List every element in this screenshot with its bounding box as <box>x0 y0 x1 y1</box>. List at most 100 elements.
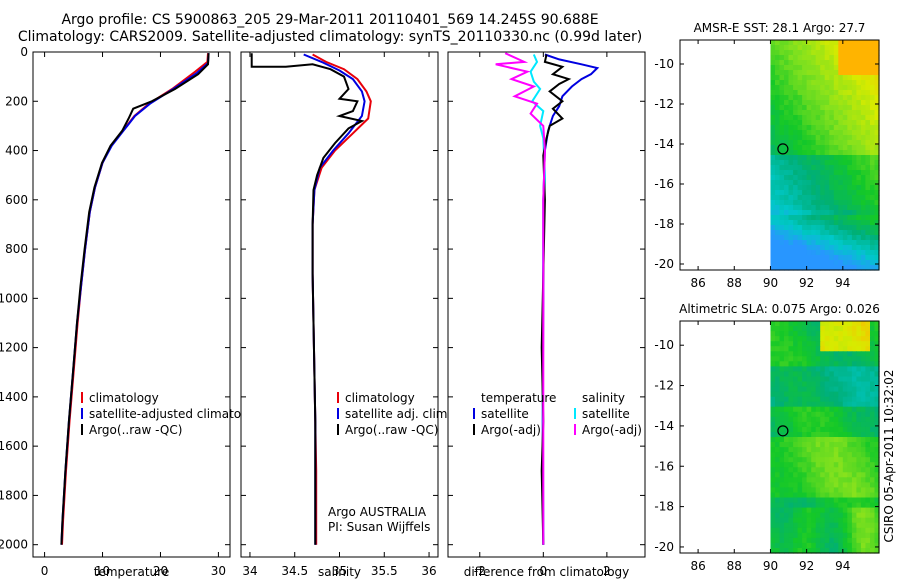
heatmap-cell <box>793 45 799 51</box>
heatmap-cell <box>838 50 844 56</box>
heatmap-cell <box>847 356 853 362</box>
heatmap-cell <box>860 416 866 423</box>
heatmap-cell <box>815 426 821 433</box>
heatmap-cell <box>851 55 857 61</box>
y-tick-label: 1600 <box>0 439 28 453</box>
heatmap-cell <box>784 75 790 81</box>
heatmap-cell <box>870 115 876 121</box>
heatmap-cell <box>824 175 830 181</box>
heatmap-cell <box>806 341 812 347</box>
heatmap-cell <box>784 341 790 347</box>
heatmap-cell <box>874 135 880 141</box>
heatmap-cell <box>779 366 785 372</box>
heatmap-cell <box>775 366 781 372</box>
heatmap-cell <box>824 396 830 403</box>
heatmap-cell <box>811 321 817 327</box>
heatmap-cell <box>860 346 866 352</box>
heatmap-cell <box>856 411 862 418</box>
heatmap-cell <box>860 361 866 367</box>
heatmap-cell <box>793 190 799 196</box>
heatmap-cell <box>842 260 848 266</box>
heatmap-cell <box>856 100 862 106</box>
heatmap-cell <box>860 537 866 544</box>
heatmap-cell <box>856 125 862 131</box>
heatmap-cell <box>865 110 871 116</box>
heatmap-cell <box>865 145 871 151</box>
heatmap-cell <box>833 130 839 136</box>
heatmap-cell <box>870 406 876 413</box>
heatmap-cell <box>833 432 839 438</box>
heatmap-cell <box>811 260 817 266</box>
heatmap-cell <box>874 487 880 493</box>
heatmap-cell <box>815 497 821 504</box>
heatmap-cell <box>842 336 848 342</box>
heatmap-cell <box>842 447 848 453</box>
heatmap-cell <box>815 462 821 468</box>
heatmap-cell <box>847 140 853 146</box>
heatmap-cell <box>815 432 821 438</box>
heatmap-cell <box>874 120 880 126</box>
heatmap-cell <box>838 321 844 327</box>
heatmap-cell <box>811 240 817 246</box>
heatmap-cell <box>815 341 821 347</box>
heatmap-cell <box>829 341 835 347</box>
heatmap-cell <box>811 215 817 221</box>
heatmap-cell <box>802 210 808 216</box>
heatmap-cell <box>874 452 880 458</box>
heatmap-cell <box>833 120 839 126</box>
heatmap-cell <box>779 205 785 211</box>
heatmap-cell <box>820 437 826 443</box>
heatmap-cell <box>770 396 776 403</box>
heatmap-cell <box>860 160 866 166</box>
annotation-line: PI: Susan Wijffels <box>328 520 430 534</box>
heatmap-cell <box>820 110 826 116</box>
heatmap-cell <box>856 462 862 468</box>
heatmap-cell <box>815 70 821 76</box>
heatmap-cell <box>820 361 826 367</box>
heatmap-cell <box>829 170 835 176</box>
heatmap-cell <box>842 452 848 458</box>
heatmap-cell <box>770 90 776 96</box>
heatmap-cell <box>793 452 799 458</box>
heatmap-cell <box>847 437 853 443</box>
heatmap-cell <box>820 80 826 86</box>
heatmap-cell <box>802 190 808 196</box>
heatmap-cell <box>847 245 853 251</box>
heatmap-cell <box>793 115 799 121</box>
heatmap-cell <box>829 180 835 186</box>
heatmap-cell <box>811 507 817 514</box>
x-tick-label: 86 <box>690 559 705 573</box>
heatmap-cell <box>815 160 821 166</box>
heatmap-cell <box>833 497 839 504</box>
heatmap-cell <box>856 135 862 141</box>
heatmap-cell <box>847 55 853 61</box>
heatmap-cell <box>815 130 821 136</box>
heatmap-cell <box>824 180 830 186</box>
heatmap-cell <box>775 381 781 388</box>
heatmap-cell <box>870 55 876 61</box>
heatmap-cell <box>860 432 866 438</box>
heatmap-cell <box>856 205 862 211</box>
heatmap-cell <box>824 447 830 453</box>
heatmap-cell <box>802 90 808 96</box>
heatmap-cell <box>870 457 876 463</box>
heatmap-cell <box>838 391 844 398</box>
heatmap-cell <box>793 235 799 241</box>
heatmap-cell <box>842 145 848 151</box>
heatmap-cell <box>788 321 794 327</box>
heatmap-cell <box>806 447 812 453</box>
heatmap-cell <box>874 502 880 509</box>
heatmap-cell <box>815 60 821 66</box>
heatmap-cell <box>865 401 871 408</box>
heatmap-cell <box>806 70 812 76</box>
heatmap-cell <box>824 170 830 176</box>
heatmap-cell <box>797 341 803 347</box>
heatmap-cell <box>788 492 794 499</box>
heatmap-cell <box>842 477 848 483</box>
heatmap-cell <box>802 130 808 136</box>
heatmap-cell <box>779 522 785 529</box>
heatmap-cell <box>788 190 794 196</box>
heatmap-cell <box>824 321 830 327</box>
heatmap-cell <box>770 432 776 438</box>
heatmap-cell <box>833 230 839 236</box>
